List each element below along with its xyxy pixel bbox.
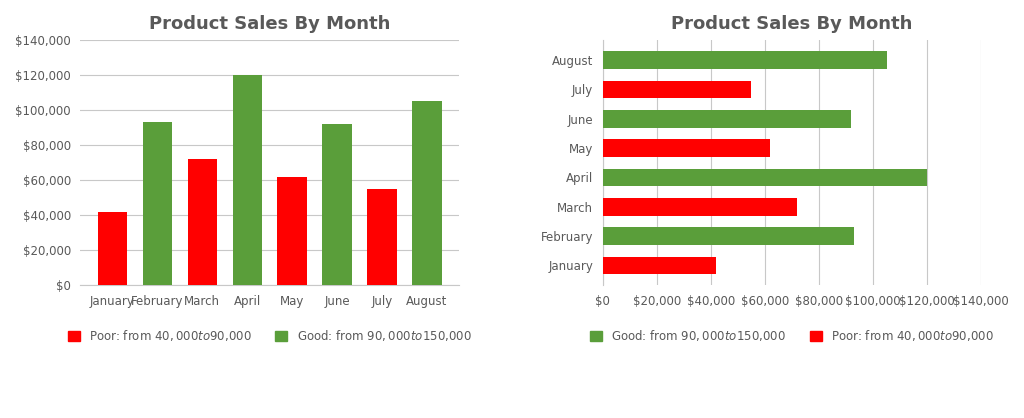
Legend: Good: from $90,000 to $150,000, Poor: from $40,000 to $90,000: Good: from $90,000 to $150,000, Poor: fr… [586,324,998,348]
Bar [323,124,351,285]
Bar [603,168,927,186]
Bar [142,122,172,285]
Bar [603,198,798,216]
Bar [603,227,854,245]
Title: Product Sales By Month: Product Sales By Month [148,15,390,33]
Bar [603,51,887,69]
Bar [97,212,127,285]
Legend: Poor: from $40,000 to $90,000, Good: from $90,000 to $150,000: Poor: from $40,000 to $90,000, Good: fro… [63,324,476,348]
Bar [603,81,752,98]
Bar [187,159,217,285]
Bar [368,189,396,285]
Bar [603,139,770,157]
Bar [603,110,851,127]
Bar [232,75,262,285]
Bar [603,257,717,274]
Bar [278,177,307,285]
Bar [413,102,441,285]
Title: Product Sales By Month: Product Sales By Month [672,15,912,33]
